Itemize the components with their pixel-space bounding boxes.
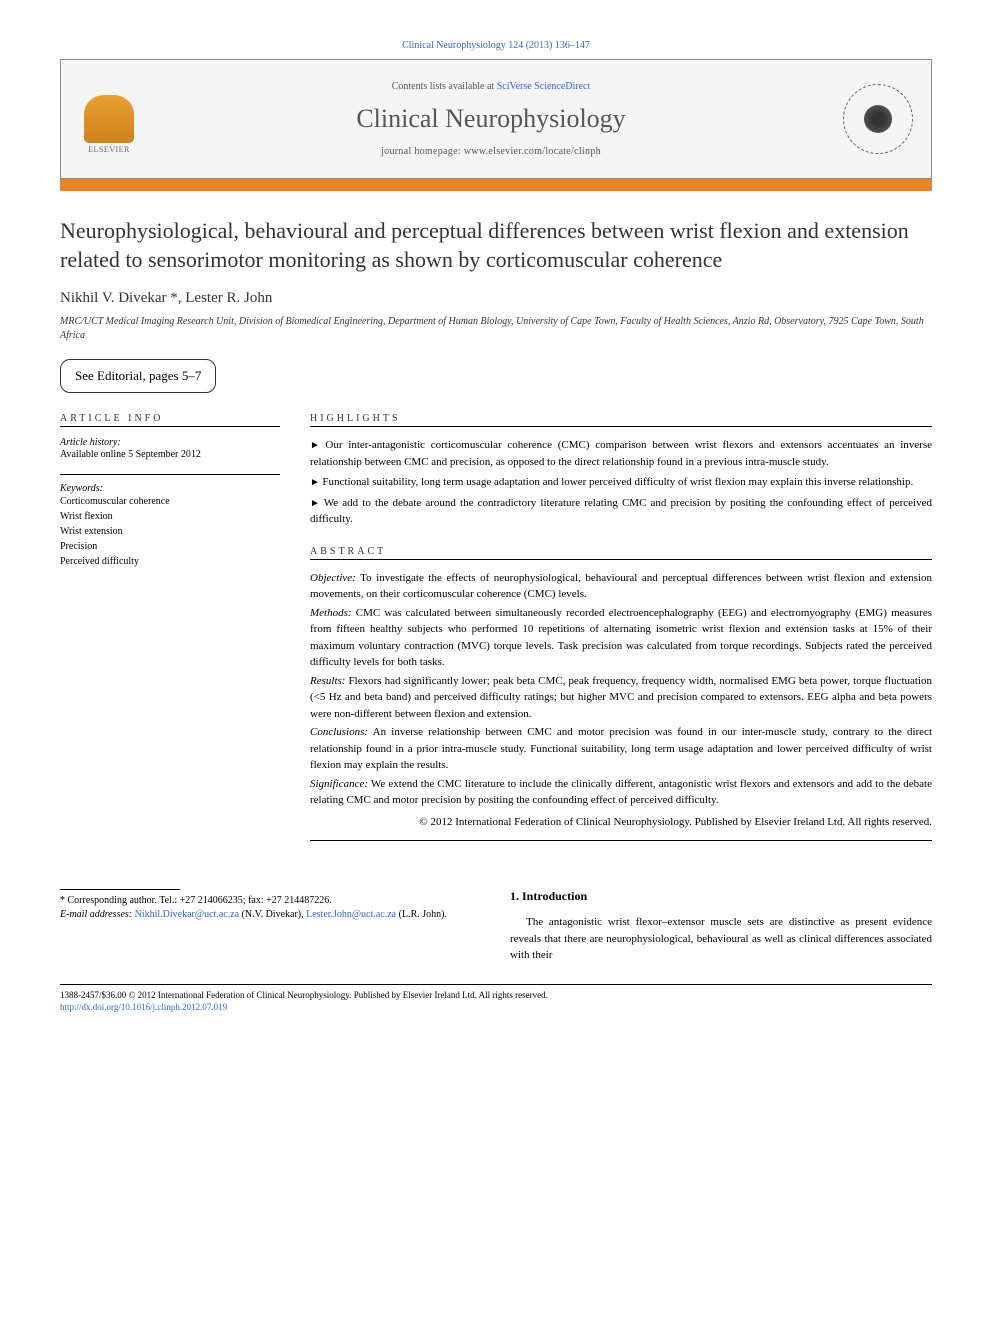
homepage-prefix: journal homepage:: [381, 146, 464, 157]
abstract-significance: Significance: We extend the CMC literatu…: [310, 776, 932, 809]
section-rule: [60, 426, 280, 427]
highlight-text: We add to the debate around the contradi…: [310, 497, 932, 526]
keyword-item: Precision: [60, 539, 280, 554]
email-label: E-mail addresses:: [60, 909, 135, 920]
header-center: Contents lists available at SciVerse Sci…: [139, 81, 843, 157]
arrow-icon: ►: [310, 477, 322, 488]
abstract-text: Flexors had significantly lower; peak be…: [310, 675, 932, 720]
affiliation: MRC/UCT Medical Imaging Research Unit, D…: [60, 315, 932, 343]
keywords-list: Corticomuscular coherence Wrist flexion …: [60, 494, 280, 569]
bottom-issn-copyright: 1388-2457/$36.00 © 2012 International Fe…: [60, 989, 932, 1002]
keyword-item: Wrist flexion: [60, 509, 280, 524]
keyword-item: Perceived difficulty: [60, 554, 280, 569]
introduction-text: The antagonistic wrist flexor–extensor m…: [510, 914, 932, 964]
abstract-heading: ABSTRACT: [310, 546, 932, 557]
highlights-list: ► Our inter-antagonistic corticomuscular…: [310, 437, 932, 528]
bottom-rule: [60, 984, 932, 985]
email-name-1: (N.V. Divekar),: [239, 909, 306, 920]
keyword-item: Wrist extension: [60, 524, 280, 539]
article-info-column: ARTICLE INFO Article history: Available …: [60, 413, 280, 849]
homepage-url[interactable]: www.elsevier.com/locate/clinph: [464, 146, 601, 157]
section-rule: [310, 426, 932, 427]
authors: Nikhil V. Divekar *, Lester R. John: [60, 290, 932, 307]
email-footnote: E-mail addresses: Nikhil.Divekar@uct.ac.…: [60, 908, 480, 922]
abstract-results: Results: Flexors had significantly lower…: [310, 673, 932, 723]
contents-prefix: Contents lists available at: [392, 81, 497, 92]
journal-name: Clinical Neurophysiology: [139, 104, 843, 134]
abstract-methods: Methods: CMC was calculated between simu…: [310, 605, 932, 671]
journal-cover-logo: [843, 84, 913, 154]
highlights-heading: HIGHLIGHTS: [310, 413, 932, 424]
email-link-2[interactable]: Lester.John@uct.ac.za: [306, 909, 396, 920]
history-label: Article history:: [60, 437, 280, 448]
arrow-icon: ►: [310, 498, 324, 509]
section-rule: [310, 559, 932, 560]
abstract-label: Methods:: [310, 607, 352, 619]
abstract-label: Objective:: [310, 572, 356, 584]
highlight-text: Our inter-antagonistic corticomuscular c…: [310, 439, 932, 468]
history-text: Available online 5 September 2012: [60, 448, 280, 462]
abstract-objective: Objective: To investigate the effects of…: [310, 570, 932, 603]
abstract-body: Objective: To investigate the effects of…: [310, 570, 932, 830]
highlight-item: ► Functional suitability, long term usag…: [310, 474, 932, 491]
elsevier-tree-icon: [84, 95, 134, 143]
keyword-item: Corticomuscular coherence: [60, 494, 280, 509]
introduction-column: 1. Introduction The antagonistic wrist f…: [510, 889, 932, 964]
highlight-text: Functional suitability, long term usage …: [322, 476, 913, 488]
contents-link[interactable]: SciVerse ScienceDirect: [497, 81, 591, 92]
email-link-1[interactable]: Nikhil.Divekar@uct.ac.za: [135, 909, 239, 920]
citation-header: Clinical Neurophysiology 124 (2013) 136–…: [60, 40, 932, 51]
journal-logo-inner-icon: [864, 105, 892, 133]
keywords-label: Keywords:: [60, 483, 280, 494]
elsevier-text: ELSEVIER: [88, 145, 130, 154]
info-abstract-columns: ARTICLE INFO Article history: Available …: [60, 413, 932, 849]
abstract-label: Significance:: [310, 778, 368, 790]
abstract-bottom-rule: [310, 840, 932, 841]
arrow-icon: ►: [310, 440, 325, 451]
article-info-heading: ARTICLE INFO: [60, 413, 280, 424]
abstract-copyright: © 2012 International Federation of Clini…: [310, 815, 932, 830]
abstract-label: Results:: [310, 675, 345, 687]
corresponding-author-footnote: * Corresponding author. Tel.: +27 214066…: [60, 894, 480, 908]
abstract-text: CMC was calculated between simultaneousl…: [310, 607, 932, 669]
elsevier-logo: ELSEVIER: [79, 84, 139, 154]
email-name-2: (L.R. John).: [396, 909, 447, 920]
abstract-text: An inverse relationship between CMC and …: [310, 726, 932, 771]
homepage-line: journal homepage: www.elsevier.com/locat…: [139, 146, 843, 157]
highlights-abstract-column: HIGHLIGHTS ► Our inter-antagonistic cort…: [310, 413, 932, 849]
footnote-rule: [60, 889, 180, 890]
lower-columns: * Corresponding author. Tel.: +27 214066…: [60, 889, 932, 964]
introduction-heading: 1. Introduction: [510, 889, 932, 904]
abstract-text: We extend the CMC literature to include …: [310, 778, 932, 807]
footnotes-column: * Corresponding author. Tel.: +27 214066…: [60, 889, 480, 964]
abstract-label: Conclusions:: [310, 726, 368, 738]
bottom-doi: http://dx.doi.org/10.1016/j.clinph.2012.…: [60, 1001, 932, 1014]
highlight-item: ► We add to the debate around the contra…: [310, 495, 932, 528]
article-title: Neurophysiological, behavioural and perc…: [60, 217, 932, 274]
abstract-text: To investigate the effects of neurophysi…: [310, 572, 932, 601]
journal-header-box: ELSEVIER Contents lists available at Sci…: [60, 59, 932, 179]
editorial-note-box: See Editorial, pages 5–7: [60, 359, 216, 393]
doi-link[interactable]: http://dx.doi.org/10.1016/j.clinph.2012.…: [60, 1002, 227, 1012]
contents-line: Contents lists available at SciVerse Sci…: [139, 81, 843, 92]
abstract-conclusions: Conclusions: An inverse relationship bet…: [310, 724, 932, 774]
info-divider: [60, 474, 280, 475]
orange-divider-bar: [60, 179, 932, 191]
highlight-item: ► Our inter-antagonistic corticomuscular…: [310, 437, 932, 470]
